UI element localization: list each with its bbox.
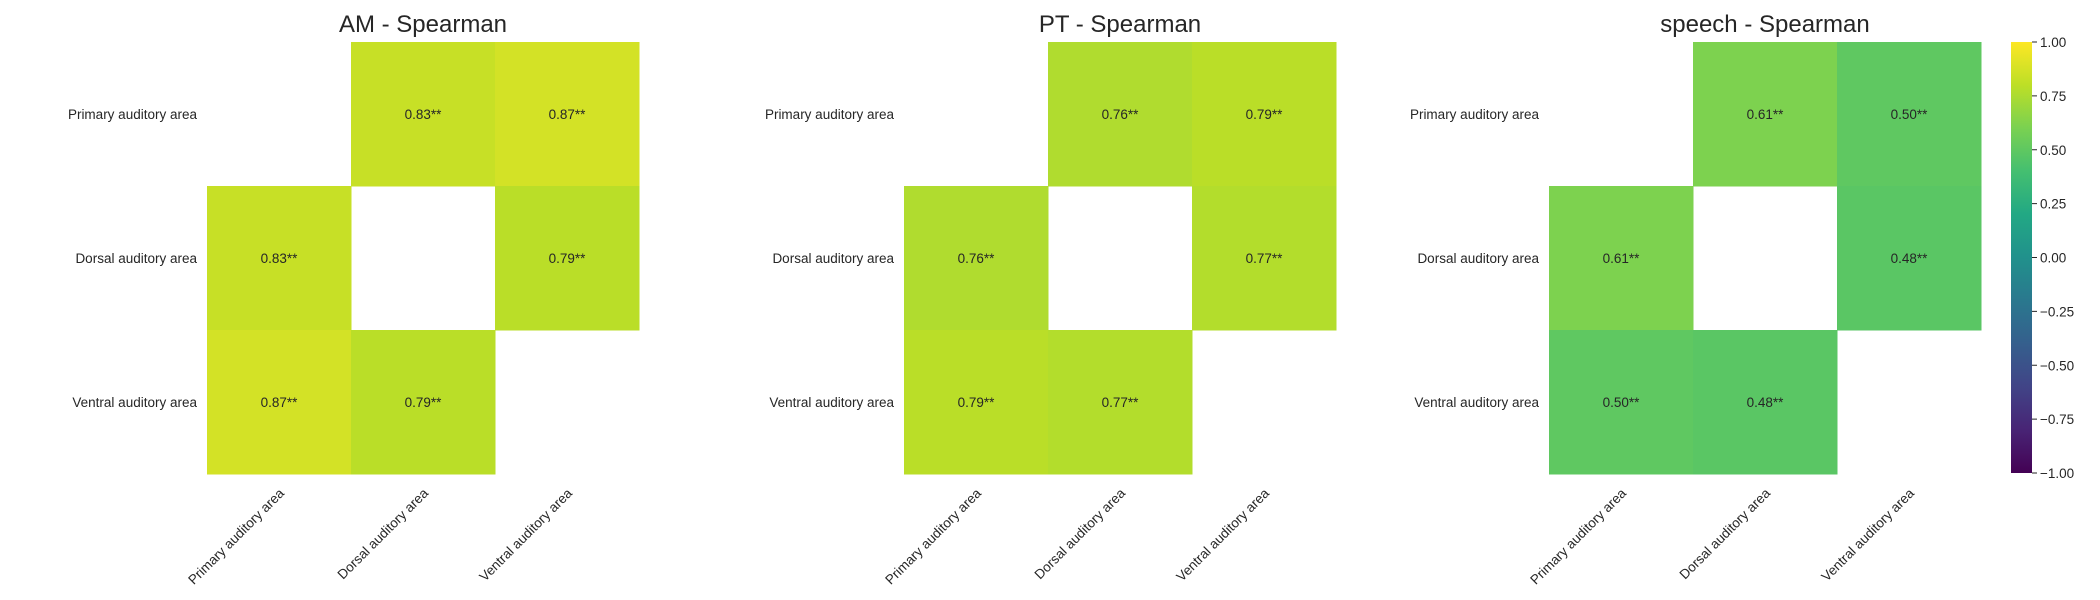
row-label: Primary auditory area — [765, 107, 895, 122]
heatmap-panel: AM - Spearman 0.83** 0.87** 0.83** 0.79** 0.8… — [68, 11, 640, 587]
heatmap-cell — [495, 42, 640, 187]
heatmap-cell — [1549, 330, 1694, 475]
row-label: Primary auditory area — [68, 107, 198, 122]
colorbar-tick-label: 1.00 — [2040, 35, 2066, 50]
cell-label: 0.83** — [261, 251, 299, 266]
heatmap-cell — [1549, 186, 1694, 331]
heatmap-cell — [1837, 186, 1982, 331]
col-label: Ventral auditory area — [1818, 485, 1917, 584]
cell-label: 0.76** — [958, 251, 996, 266]
heatmap-cell — [1048, 42, 1193, 187]
colorbar-tick-label: 0.50 — [2040, 143, 2066, 158]
heatmap-cell — [207, 186, 352, 331]
cell-label: 0.77** — [1246, 251, 1284, 266]
col-label: Ventral auditory area — [476, 485, 575, 584]
colorbar-tick-label: −0.25 — [2040, 304, 2074, 319]
colorbar-tick-label: −0.75 — [2040, 412, 2074, 427]
cell-label: 0.87** — [261, 395, 299, 410]
heatmap-cell — [207, 330, 352, 475]
row-label: Ventral auditory area — [72, 395, 197, 410]
heatmap-cell — [351, 42, 496, 187]
cell-label: 0.77** — [1102, 395, 1140, 410]
col-label: Primary auditory area — [882, 485, 984, 587]
col-label: Dorsal auditory area — [335, 485, 432, 582]
cell-label: 0.76** — [1102, 107, 1140, 122]
col-label: Ventral auditory area — [1173, 485, 1272, 584]
cell-label: 0.79** — [405, 395, 443, 410]
heatmap-cell — [904, 330, 1049, 475]
colorbar: 1.00 0.75 0.50 0.25 0.00 −0.25 −0.50 −0.75 −1.00 — [2011, 35, 2074, 481]
heatmap-cell — [1192, 186, 1337, 331]
col-label: Dorsal auditory area — [1032, 485, 1129, 582]
cell-label: 0.50** — [1603, 395, 1641, 410]
cell-label: 0.79** — [549, 251, 587, 266]
cell-label: 0.61** — [1747, 107, 1785, 122]
heatmap-panels: AM - Spearman 0.83** 0.87** 0.83** 0.79** 0.8… — [68, 11, 1982, 587]
colorbar-tick-label: −0.50 — [2040, 358, 2074, 373]
row-label: Dorsal auditory area — [75, 251, 197, 266]
col-label: Dorsal auditory area — [1677, 485, 1774, 582]
col-label: Primary auditory area — [185, 485, 287, 587]
colorbar-tick-label: −1.00 — [2040, 466, 2074, 481]
colorbar-tick-label: 0.75 — [2040, 89, 2066, 104]
heatmap-cell — [495, 186, 640, 331]
col-label: Primary auditory area — [1527, 485, 1629, 587]
row-label: Ventral auditory area — [769, 395, 894, 410]
cell-label: 0.48** — [1891, 251, 1929, 266]
heatmap-cell — [1693, 330, 1838, 475]
panel-title: AM - Spearman — [339, 11, 507, 38]
colorbar-ticks: 1.00 0.75 0.50 0.25 0.00 −0.25 −0.50 −0.75 −1.00 — [2032, 35, 2074, 481]
colorbar-tick-label: 0.00 — [2040, 251, 2066, 266]
heatmap-panel: speech - Spearman 0.61** 0.50** 0.61** 0.48*… — [1410, 11, 1982, 587]
row-label: Primary auditory area — [1410, 107, 1540, 122]
cell-label: 0.61** — [1603, 251, 1641, 266]
panel-title: speech - Spearman — [1660, 11, 1869, 38]
row-label: Dorsal auditory area — [772, 251, 894, 266]
heatmap-cell — [1192, 42, 1337, 187]
colorbar-tick-label: 0.25 — [2040, 197, 2066, 212]
row-label: Dorsal auditory area — [1417, 251, 1539, 266]
cell-label: 0.79** — [958, 395, 996, 410]
heatmap-cell — [904, 186, 1049, 331]
heatmap-cell — [351, 330, 496, 475]
cell-label: 0.50** — [1891, 107, 1929, 122]
heatmap-cell — [1048, 330, 1193, 475]
cell-label: 0.83** — [405, 107, 443, 122]
cell-label: 0.48** — [1747, 395, 1785, 410]
cell-label: 0.87** — [549, 107, 587, 122]
colorbar-gradient — [2011, 42, 2032, 473]
heatmap-cell — [1693, 42, 1838, 187]
panel-title: PT - Spearman — [1039, 11, 1201, 38]
heatmap-panel: PT - Spearman 0.76** 0.79** 0.76** 0.77** 0.7… — [765, 11, 1337, 587]
cell-label: 0.79** — [1246, 107, 1284, 122]
row-label: Ventral auditory area — [1414, 395, 1539, 410]
heatmap-cell — [1837, 42, 1982, 187]
